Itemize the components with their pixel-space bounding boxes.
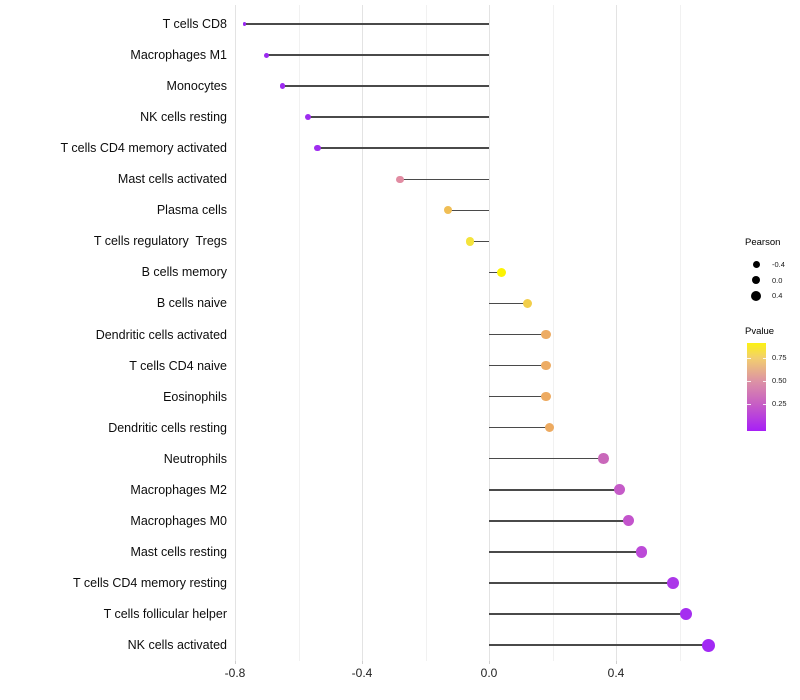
lollipop-point [541,329,551,340]
x-tick-label: -0.4 [351,666,373,680]
gridline-major [362,5,363,661]
lollipop-stem [447,209,489,212]
x-axis-tick [362,661,363,664]
y-axis-label: T cells follicular helper [103,606,227,621]
gridline-major [489,5,490,661]
lollipop-stem [266,54,489,56]
legend-title-pearson: Pearson [745,237,781,248]
lollipop-stem [489,582,674,584]
y-axis-label: B cells memory [141,265,227,280]
x-axis-tick [616,661,617,664]
lollipop-stem [489,333,547,336]
lollipop-point [242,22,247,26]
lollipop-point [598,453,609,464]
pvalue-colorbar [747,343,766,431]
lollipop-point [522,298,532,308]
gridline-minor [298,5,300,661]
lollipop-point [279,83,286,89]
lollipop-stem [317,147,489,149]
lollipop-point [667,576,680,589]
lollipop-point [396,175,404,183]
lollipop-point [541,360,551,371]
lollipop-stem [400,178,489,180]
legend-pearson-label: 0.0 [772,275,783,285]
y-axis-label: Dendritic cells activated [95,327,227,342]
pvalue-colorbar-tick [747,380,751,382]
legend-pearson-label: 0.4 [772,291,783,300]
lollipop-stem [489,395,547,398]
y-axis-label: Monocytes [166,79,227,94]
y-axis-label: Mast cells resting [130,544,227,559]
legend-pearson-dot [752,260,760,268]
x-tick-label: -0.8 [224,666,246,680]
lollipop-stem [489,302,528,305]
lollipop-point [679,607,693,621]
lollipop-point [635,546,648,558]
legend-pearson-dot [751,275,761,285]
y-axis-label: Macrophages M2 [130,482,227,497]
lollipop-stem [282,85,489,87]
y-axis-label: Eosinophils [163,389,227,404]
pvalue-colorbar-tick [762,380,766,382]
lollipop-stem [308,116,489,118]
x-tick-label: 0.0 [480,666,498,680]
y-axis-label: NK cells activated [127,638,227,652]
lollipop-stem [489,364,547,367]
lollipop-point [544,422,555,433]
lollipop-point [497,267,507,277]
y-axis-label: Mast cells activated [117,172,227,187]
lollipop-stem [489,489,620,491]
lollipop-point [443,206,452,215]
y-axis-label: T cells CD8 [162,17,227,31]
lollipop-stem [489,457,604,460]
pvalue-colorbar-tick [762,357,766,359]
y-axis-label: T cells CD4 memory activated [60,141,228,156]
x-axis-tick [235,661,236,664]
pvalue-tick-label: 0.25 [772,399,787,409]
pvalue-colorbar-tick [762,403,766,405]
y-axis-label: T cells CD4 memory resting [73,575,227,590]
legend-pearson-label: -0.4 [772,259,785,269]
lollipop-stem [244,23,489,25]
lollipop-stem [489,271,502,274]
gridline-major [616,5,617,661]
gridline-minor [679,5,681,661]
gridline-major [235,5,236,661]
lollipop-point [264,52,270,58]
lollipop-point [623,515,635,527]
lollipop-stem [489,613,686,615]
gridline-minor [425,5,427,661]
pvalue-colorbar-tick [747,403,751,405]
y-axis-label: Neutrophils [163,451,227,466]
lollipop-point [613,484,625,496]
lollipop-stem [469,240,489,243]
y-axis-label: NK cells resting [140,110,227,125]
pvalue-tick-label: 0.50 [772,376,787,386]
y-axis-label: B cells naive [156,296,227,311]
lollipop-point [465,237,475,246]
lollipop-stem [489,426,550,429]
y-axis-label: T cells regulatory Tregs [93,234,227,249]
gridline-minor [552,5,554,661]
legend-title-pvalue: Pvalue [745,326,775,337]
y-axis-label: Dendritic cells resting [108,420,227,435]
lollipop-point [314,144,321,152]
y-axis-label: Plasma cells [156,203,227,218]
x-axis-tick [489,661,490,664]
lollipop-point [541,391,551,402]
lollipop-point [304,113,312,121]
lollipop-stem [489,644,709,646]
lollipop-point [701,638,715,652]
y-axis-label: T cells CD4 naive [129,358,227,373]
pvalue-colorbar-tick [747,357,751,359]
y-axis-label: Macrophages M1 [130,48,227,63]
pvalue-tick-label: 0.75 [772,353,787,363]
lollipop-stem [489,520,629,522]
legend-pearson-dot [751,290,761,301]
x-tick-label: 0.4 [607,666,625,680]
y-axis-label: Macrophages M0 [130,513,227,528]
lollipop-stem [489,551,642,553]
